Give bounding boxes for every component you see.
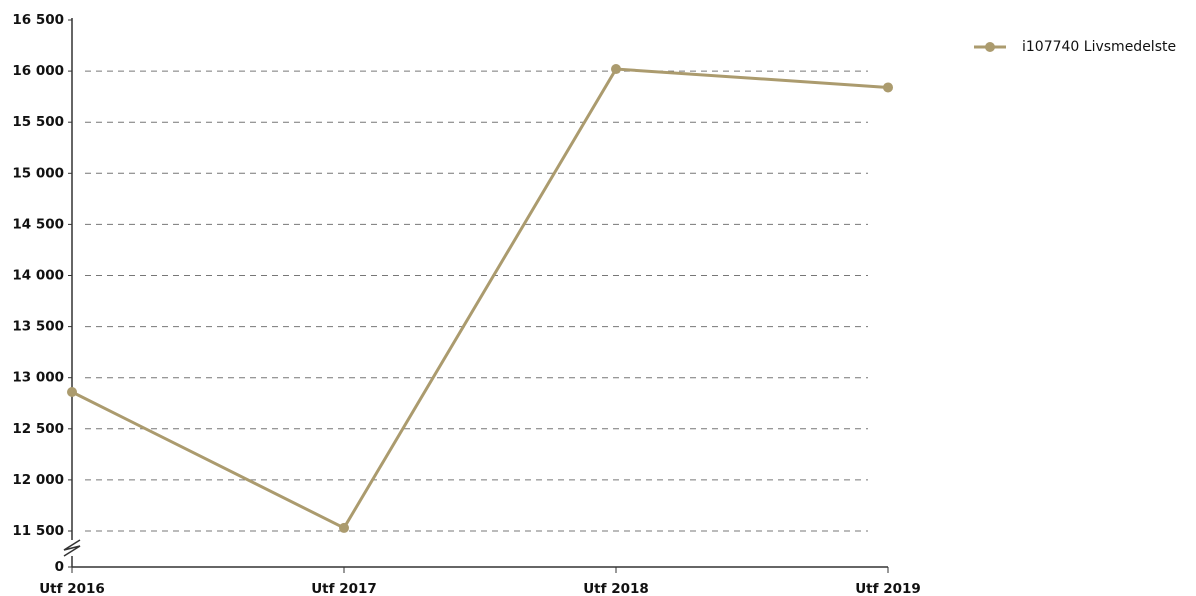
y-tick-label: 12 000 [12, 472, 64, 488]
y-tick-label: 0 [55, 559, 64, 575]
legend-label: i107740 Livsmedelste [1022, 39, 1176, 55]
y-tick-label: 16 000 [12, 63, 64, 79]
y-tick-label: 14 500 [12, 216, 64, 232]
line [71, 67, 889, 530]
point [883, 82, 893, 93]
y-tick-label: 13 500 [12, 319, 64, 335]
point [67, 387, 77, 398]
x-tick-label: Utf 2016 [39, 581, 105, 596]
y-tick-label: 13 000 [12, 370, 64, 386]
x-tick-label: Utf 2017 [311, 581, 377, 596]
axis-break [63, 539, 81, 557]
y-tick-label: 14 000 [12, 268, 64, 284]
y-tick-label: 11 500 [12, 523, 64, 539]
y-tick-label: 15 500 [12, 114, 64, 130]
x-tick-label: Utf 2019 [855, 581, 921, 596]
legend-marker [985, 42, 995, 52]
point [611, 64, 621, 75]
y-tick-label: 16 500 [12, 12, 64, 28]
point [339, 522, 349, 533]
x-tick-label: Utf 2018 [583, 581, 649, 596]
y-tick-label: 15 000 [12, 165, 64, 181]
y-tick-label: 12 500 [12, 421, 64, 437]
axis-break [63, 539, 81, 557]
